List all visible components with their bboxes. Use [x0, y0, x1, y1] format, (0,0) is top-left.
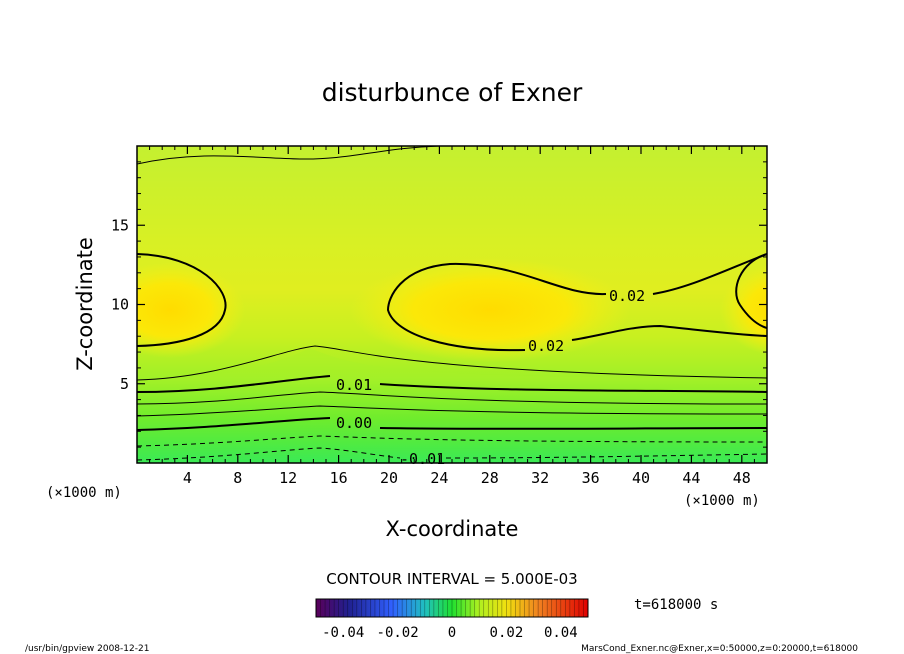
colorbar-ticks: -0.04 -0.02 0 0.02 0.04	[322, 625, 578, 641]
x-tick-label: 4	[183, 469, 192, 487]
colorbar-tick-label: -0.02	[377, 625, 419, 641]
contour-label-2: 0.02	[528, 337, 564, 355]
contour-field	[137, 146, 767, 463]
contour-label-5: -0.01	[400, 450, 445, 468]
y-tick-label: 5	[120, 375, 129, 393]
colorbar-tick-label: -0.04	[322, 625, 364, 641]
contour-label-4: 0.00	[336, 414, 372, 432]
y-tick-label: 15	[111, 216, 129, 234]
x-tick-label: 36	[582, 469, 600, 487]
y-axis-label: Z-coordinate	[73, 237, 97, 371]
contour-label-3: 0.01	[336, 376, 372, 394]
contour-center-lower	[571, 324, 767, 341]
x-ticks: 4 8 12 16 20 24 28 32 36 40 44 48	[149, 146, 755, 487]
x-tick-label: 24	[430, 469, 448, 487]
colorbar-tick-label: 0.04	[544, 625, 578, 641]
contour-dash-1	[137, 435, 767, 447]
colorbar-tick-label: 0.02	[490, 625, 524, 641]
x-tick-label: 12	[279, 469, 297, 487]
contour-right-closed	[735, 253, 767, 329]
x-tick-label: 16	[330, 469, 348, 487]
x-tick-label: 40	[632, 469, 650, 487]
contour-001	[137, 375, 767, 393]
contour-dash-2	[137, 447, 767, 461]
x-tick-label: 44	[682, 469, 700, 487]
x-tick-label: 48	[733, 469, 751, 487]
x-tick-label: 32	[531, 469, 549, 487]
x-tick-label: 20	[380, 469, 398, 487]
contour-thin-2	[137, 391, 767, 405]
contour-thin-3	[137, 405, 767, 417]
contour-top	[137, 146, 441, 165]
colorbar-tick-label: 0	[448, 625, 456, 641]
contour-lines	[137, 146, 767, 461]
x-unit-left: (×1000 m)	[46, 485, 122, 501]
contour-center-upper	[386, 262, 607, 352]
chart-title: disturbunce of Exner	[322, 78, 583, 107]
time-label: t=618000 s	[634, 597, 718, 613]
contour-thin-1	[137, 345, 767, 381]
colorbar	[315, 598, 589, 618]
y-ticks: 5 10 15	[111, 161, 767, 448]
y-tick-label: 10	[111, 296, 129, 314]
contour-000	[137, 417, 767, 431]
footer-left: /usr/bin/gpview 2008-12-21	[25, 644, 149, 654]
contour-right-upper	[652, 253, 767, 295]
contour-interval: CONTOUR INTERVAL = 5.000E-03	[326, 570, 577, 588]
x-unit-right: (×1000 m)	[684, 493, 760, 509]
contour-left-closed	[137, 253, 227, 347]
footer-right: MarsCond_Exner.nc@Exner,x=0:50000,z=0:20…	[581, 644, 858, 654]
high-region-right	[720, 265, 767, 355]
x-axis-label: X-coordinate	[386, 517, 519, 541]
x-tick-label: 8	[233, 469, 242, 487]
colorbar-divisions	[320, 599, 584, 617]
contour-label-1: 0.02	[609, 287, 645, 305]
hump-shade	[137, 348, 767, 463]
x-tick-label: 28	[481, 469, 499, 487]
high-region-center	[350, 258, 630, 362]
